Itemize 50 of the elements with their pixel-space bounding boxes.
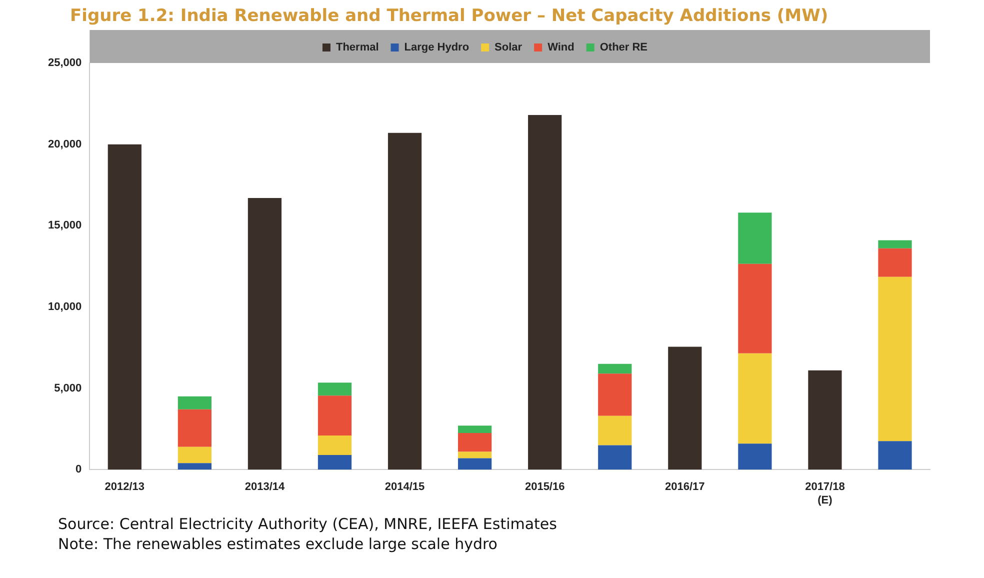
x-tick-label: 2017/18 (E) <box>805 481 845 506</box>
bar <box>458 452 492 458</box>
bar <box>178 396 212 410</box>
bar <box>318 396 352 436</box>
bar <box>878 248 912 277</box>
bar <box>458 426 492 434</box>
bar <box>458 458 492 470</box>
y-tick-label: 10,000 <box>48 300 82 313</box>
chart-title: Figure 1.2: India Renewable and Thermal Power – Net Capacity Additions (MW) <box>70 6 828 26</box>
legend-label: Solar <box>494 42 523 54</box>
x-tick-label: 2015/16 <box>524 481 565 494</box>
y-tick-label: 25,000 <box>48 57 82 70</box>
y-tick-label: 5,000 <box>54 382 82 394</box>
bar <box>738 444 772 470</box>
bar <box>878 276 912 442</box>
bar <box>388 132 422 470</box>
text: Note: The renewables estimates exclude large scale hydro <box>58 534 498 554</box>
bar <box>668 346 702 470</box>
bar <box>598 416 632 446</box>
y-tick-label: 20,000 <box>48 138 82 150</box>
legend-label: Large Hydro <box>404 42 470 54</box>
bar <box>598 445 632 470</box>
bar <box>738 212 772 264</box>
bar <box>248 198 282 470</box>
y-tick-label: 15,000 <box>48 220 82 232</box>
bar <box>528 115 562 470</box>
bar <box>738 353 772 444</box>
bar <box>318 435 352 455</box>
bar <box>808 370 842 470</box>
bar <box>178 409 212 447</box>
source-note: Source: Central Electricity Authority (CEA), MNRE, IEEFA Estimates <box>58 514 557 534</box>
bar <box>458 433 492 452</box>
x-tick-label: 2016/17 <box>665 481 705 494</box>
x-tick-label: 2014/15 <box>384 481 425 494</box>
bar <box>318 454 352 470</box>
bar <box>598 364 632 374</box>
x-tick-label: 2013/14 <box>244 481 286 494</box>
legend-label: Thermal <box>336 42 379 54</box>
bar <box>318 382 352 396</box>
bar <box>598 374 632 416</box>
bar <box>178 463 212 470</box>
y-tick-label: 0 <box>76 464 82 476</box>
bar <box>178 446 212 464</box>
legend-label: Other RE <box>600 42 648 54</box>
bar <box>108 144 142 470</box>
bar <box>878 441 912 470</box>
bar <box>878 240 912 248</box>
legend-label: Wind <box>548 42 574 54</box>
x-tick-label: 2012/13 <box>104 481 145 494</box>
bar <box>738 264 772 354</box>
